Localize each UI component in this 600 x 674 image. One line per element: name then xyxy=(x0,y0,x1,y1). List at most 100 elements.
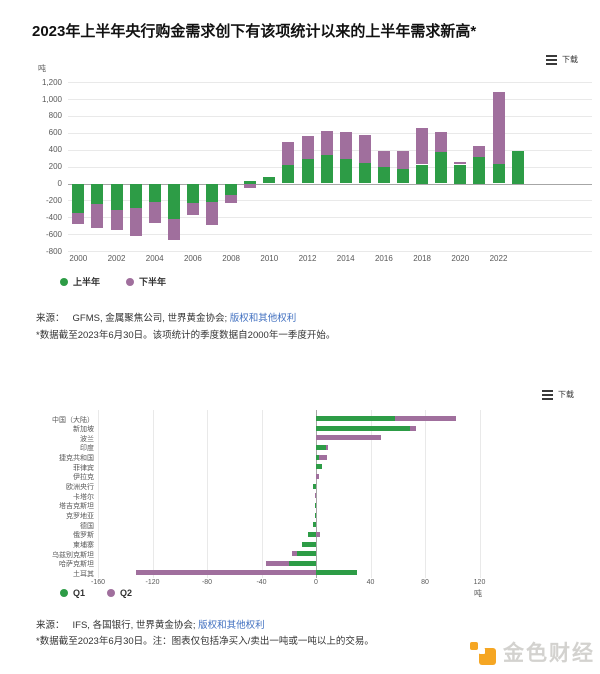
gridline xyxy=(68,115,592,117)
chart1-download-label: 下载 xyxy=(562,55,578,64)
row-category-label: 塔吉克斯坦 xyxy=(59,503,94,511)
row-category-label: 土耳其 xyxy=(73,570,94,578)
gridline xyxy=(479,410,481,578)
bar-segment xyxy=(206,183,218,202)
gridline xyxy=(370,410,372,578)
x-axis-tick-label: 2004 xyxy=(145,254,164,263)
page-title: 2023年上半年央行购金需求创下有该项统计以来的上半年需求新高* xyxy=(32,23,477,40)
bar-segment xyxy=(473,156,486,184)
chart1-footnote: *数据截至2023年6月30日。该项统计的季度数据自2000年一季度开始。 xyxy=(36,330,336,341)
legend-dot-icon xyxy=(60,277,68,286)
y-axis-tick-label: 200 xyxy=(48,162,62,172)
y-axis-tick-label: 600 xyxy=(48,128,62,138)
x-axis-tick-label: 2022 xyxy=(489,254,508,263)
bar-segment xyxy=(316,416,395,421)
chart2-download-button[interactable]: 下载 xyxy=(542,389,574,400)
chart1-source-prefix: 来源： xyxy=(36,313,65,324)
x-axis-tick-label: -160 xyxy=(90,579,105,586)
bar-segment xyxy=(454,164,467,184)
bar-segment xyxy=(265,560,289,566)
x-axis-tick-label: 80 xyxy=(421,579,429,586)
legend-item: 下半年 xyxy=(126,275,166,288)
chart1-download-button[interactable]: 下载 xyxy=(546,54,578,65)
x-axis-tick-label: 2006 xyxy=(183,254,202,263)
bar-segment xyxy=(206,201,218,226)
bar-segment xyxy=(492,92,505,164)
bar-segment xyxy=(435,152,448,184)
row-category-label: 伊拉克 xyxy=(73,474,94,482)
gridline xyxy=(261,410,263,578)
bar-segment xyxy=(320,154,333,184)
chart1-source-line: 来源： GFMS, 金属聚焦公司, 世界黄金协会; 版权和其他权利 xyxy=(36,310,296,324)
x-axis-tick-label: 2020 xyxy=(451,254,470,263)
y-axis-tick-label: -600 xyxy=(45,229,62,239)
row-category-label: 中国（大陆） xyxy=(52,416,94,424)
x-axis-tick-label: 2002 xyxy=(107,254,126,263)
bar-segment xyxy=(316,570,357,576)
row-category-label: 俄罗斯 xyxy=(73,532,94,540)
row-category-label: 德国 xyxy=(80,522,94,530)
bar-segment xyxy=(282,165,295,184)
gridline xyxy=(68,251,592,253)
bar-segment xyxy=(72,183,85,214)
chart1-legend: 上半年 下半年 xyxy=(60,275,166,288)
bar-segment xyxy=(110,210,123,231)
chart1-plot-area: 1,200 1,000 800 600 400 200 0 -200 -400 -600 -800 2… xyxy=(41,77,592,263)
bar-segment xyxy=(296,551,316,557)
bar-segment xyxy=(316,464,322,470)
y-axis-tick-label: -400 xyxy=(45,212,62,222)
chart1-y-axis-unit: 吨 xyxy=(38,64,46,73)
bar-segment xyxy=(358,134,371,163)
bar-segment xyxy=(291,551,297,557)
bar-segment xyxy=(314,502,316,508)
y-axis-tick-label: 0 xyxy=(57,179,62,188)
bar-segment xyxy=(148,183,161,202)
legend-item: Q2 xyxy=(107,588,132,598)
legend-label: Q2 xyxy=(120,588,133,598)
bar-segment xyxy=(358,162,371,184)
chart2-copyright-link[interactable]: 版权和其他权利 xyxy=(198,620,265,631)
hamburger-menu-icon xyxy=(546,54,557,65)
bar-segment xyxy=(473,145,486,157)
bar-segment xyxy=(288,560,317,566)
bar-segment xyxy=(316,531,321,537)
y-axis-tick-label: 1,200 xyxy=(41,77,62,87)
bar-segment xyxy=(244,180,257,184)
bar-segment xyxy=(225,194,238,204)
chart1-copyright-link[interactable]: 版权和其他权利 xyxy=(229,313,297,324)
bar-segment xyxy=(339,159,352,184)
chart2-legend: Q1 Q2 xyxy=(60,588,132,598)
jinse-logo-icon xyxy=(470,639,496,665)
x-axis-tick-label: -40 xyxy=(256,579,267,586)
gridline xyxy=(68,183,592,185)
bar-segment xyxy=(397,151,409,169)
bar-segment xyxy=(91,183,104,205)
gridline xyxy=(68,82,592,84)
bar-segment xyxy=(301,136,314,160)
legend-dot-icon xyxy=(60,589,68,597)
chart2-source-text: IFS, 各国银行, 世界黄金协会; xyxy=(72,620,196,631)
bar-segment xyxy=(129,208,142,237)
y-axis-tick-label: 1,000 xyxy=(41,94,62,104)
bar-segment xyxy=(301,159,314,184)
bar-segment xyxy=(325,444,329,450)
gridline xyxy=(316,410,317,578)
row-category-label: 捷克共和国 xyxy=(59,455,94,463)
bar-segment xyxy=(313,522,316,528)
gridline xyxy=(68,234,592,236)
x-axis-tick-label: 2008 xyxy=(222,254,240,263)
bar-segment xyxy=(314,493,316,499)
gridline xyxy=(152,410,154,578)
y-axis-tick-label: 400 xyxy=(48,145,62,155)
gridline xyxy=(98,410,99,578)
bar-segment xyxy=(186,202,199,215)
bar-segment xyxy=(136,570,316,576)
bar-segment xyxy=(282,142,295,166)
chart1-source-text: GFMS, 金属聚焦公司, 世界黄金协会; xyxy=(72,313,228,324)
bar-segment xyxy=(225,183,238,195)
bar-segment xyxy=(377,167,390,184)
chart2-source-prefix: 来源： xyxy=(36,620,65,631)
bar-segment xyxy=(316,473,319,479)
y-axis-tick-label: 800 xyxy=(48,111,62,121)
